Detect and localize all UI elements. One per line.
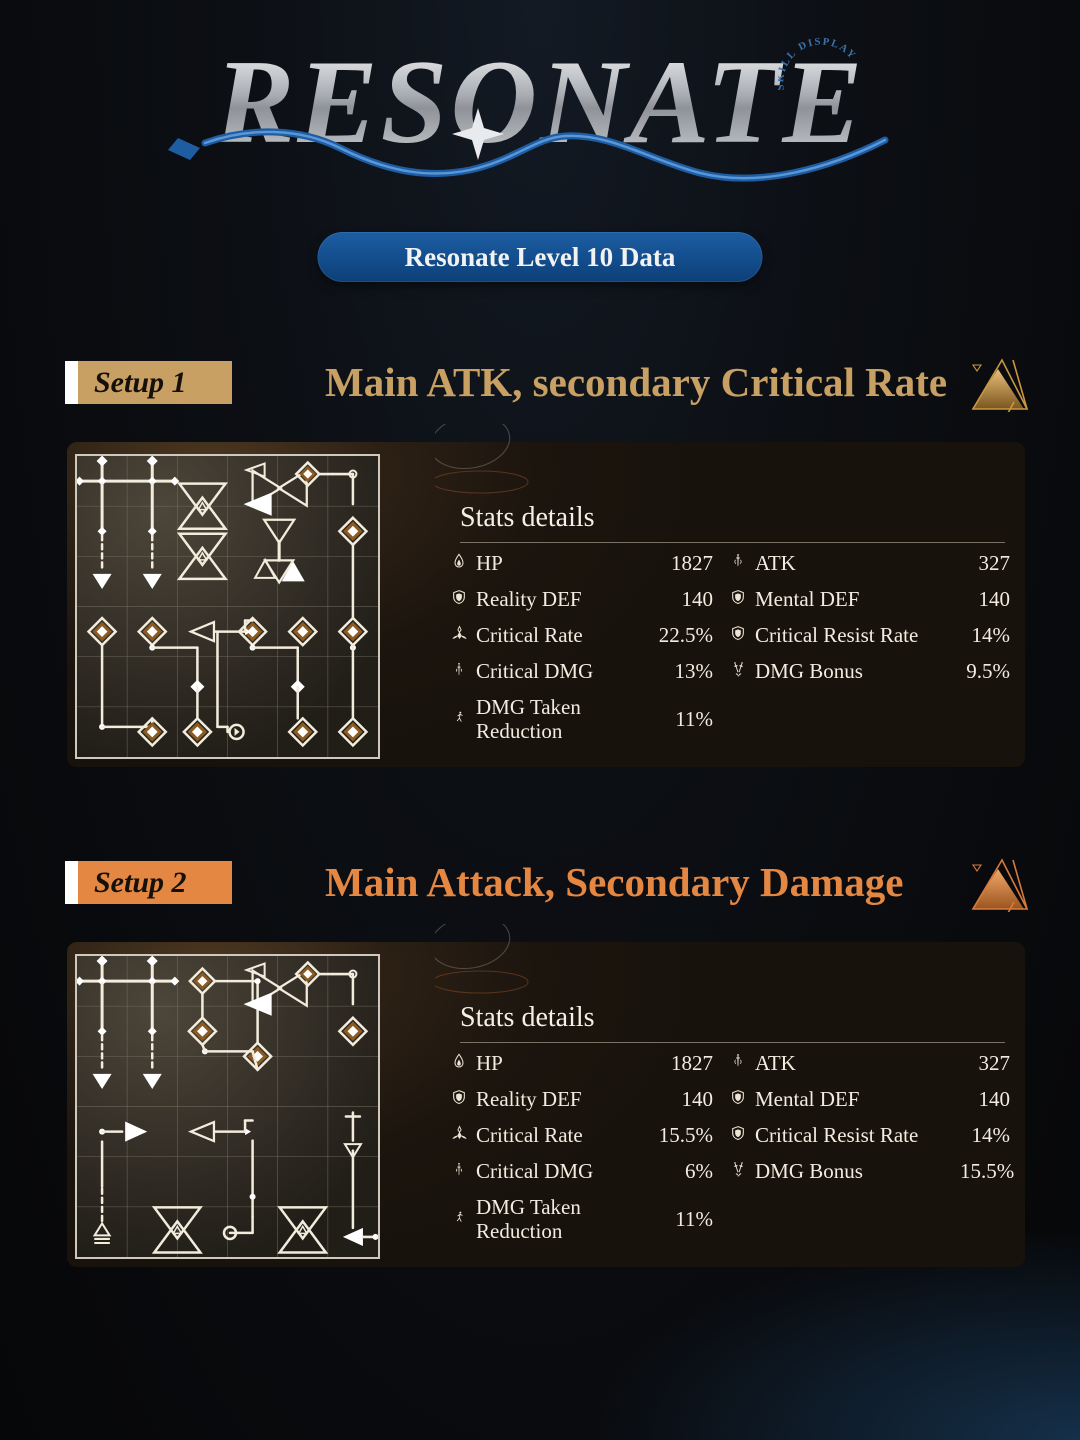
svg-text:RESONATE: RESONATE (214, 35, 866, 168)
svg-text:SKILL DISPLAY: SKILL DISPLAY (778, 37, 858, 91)
